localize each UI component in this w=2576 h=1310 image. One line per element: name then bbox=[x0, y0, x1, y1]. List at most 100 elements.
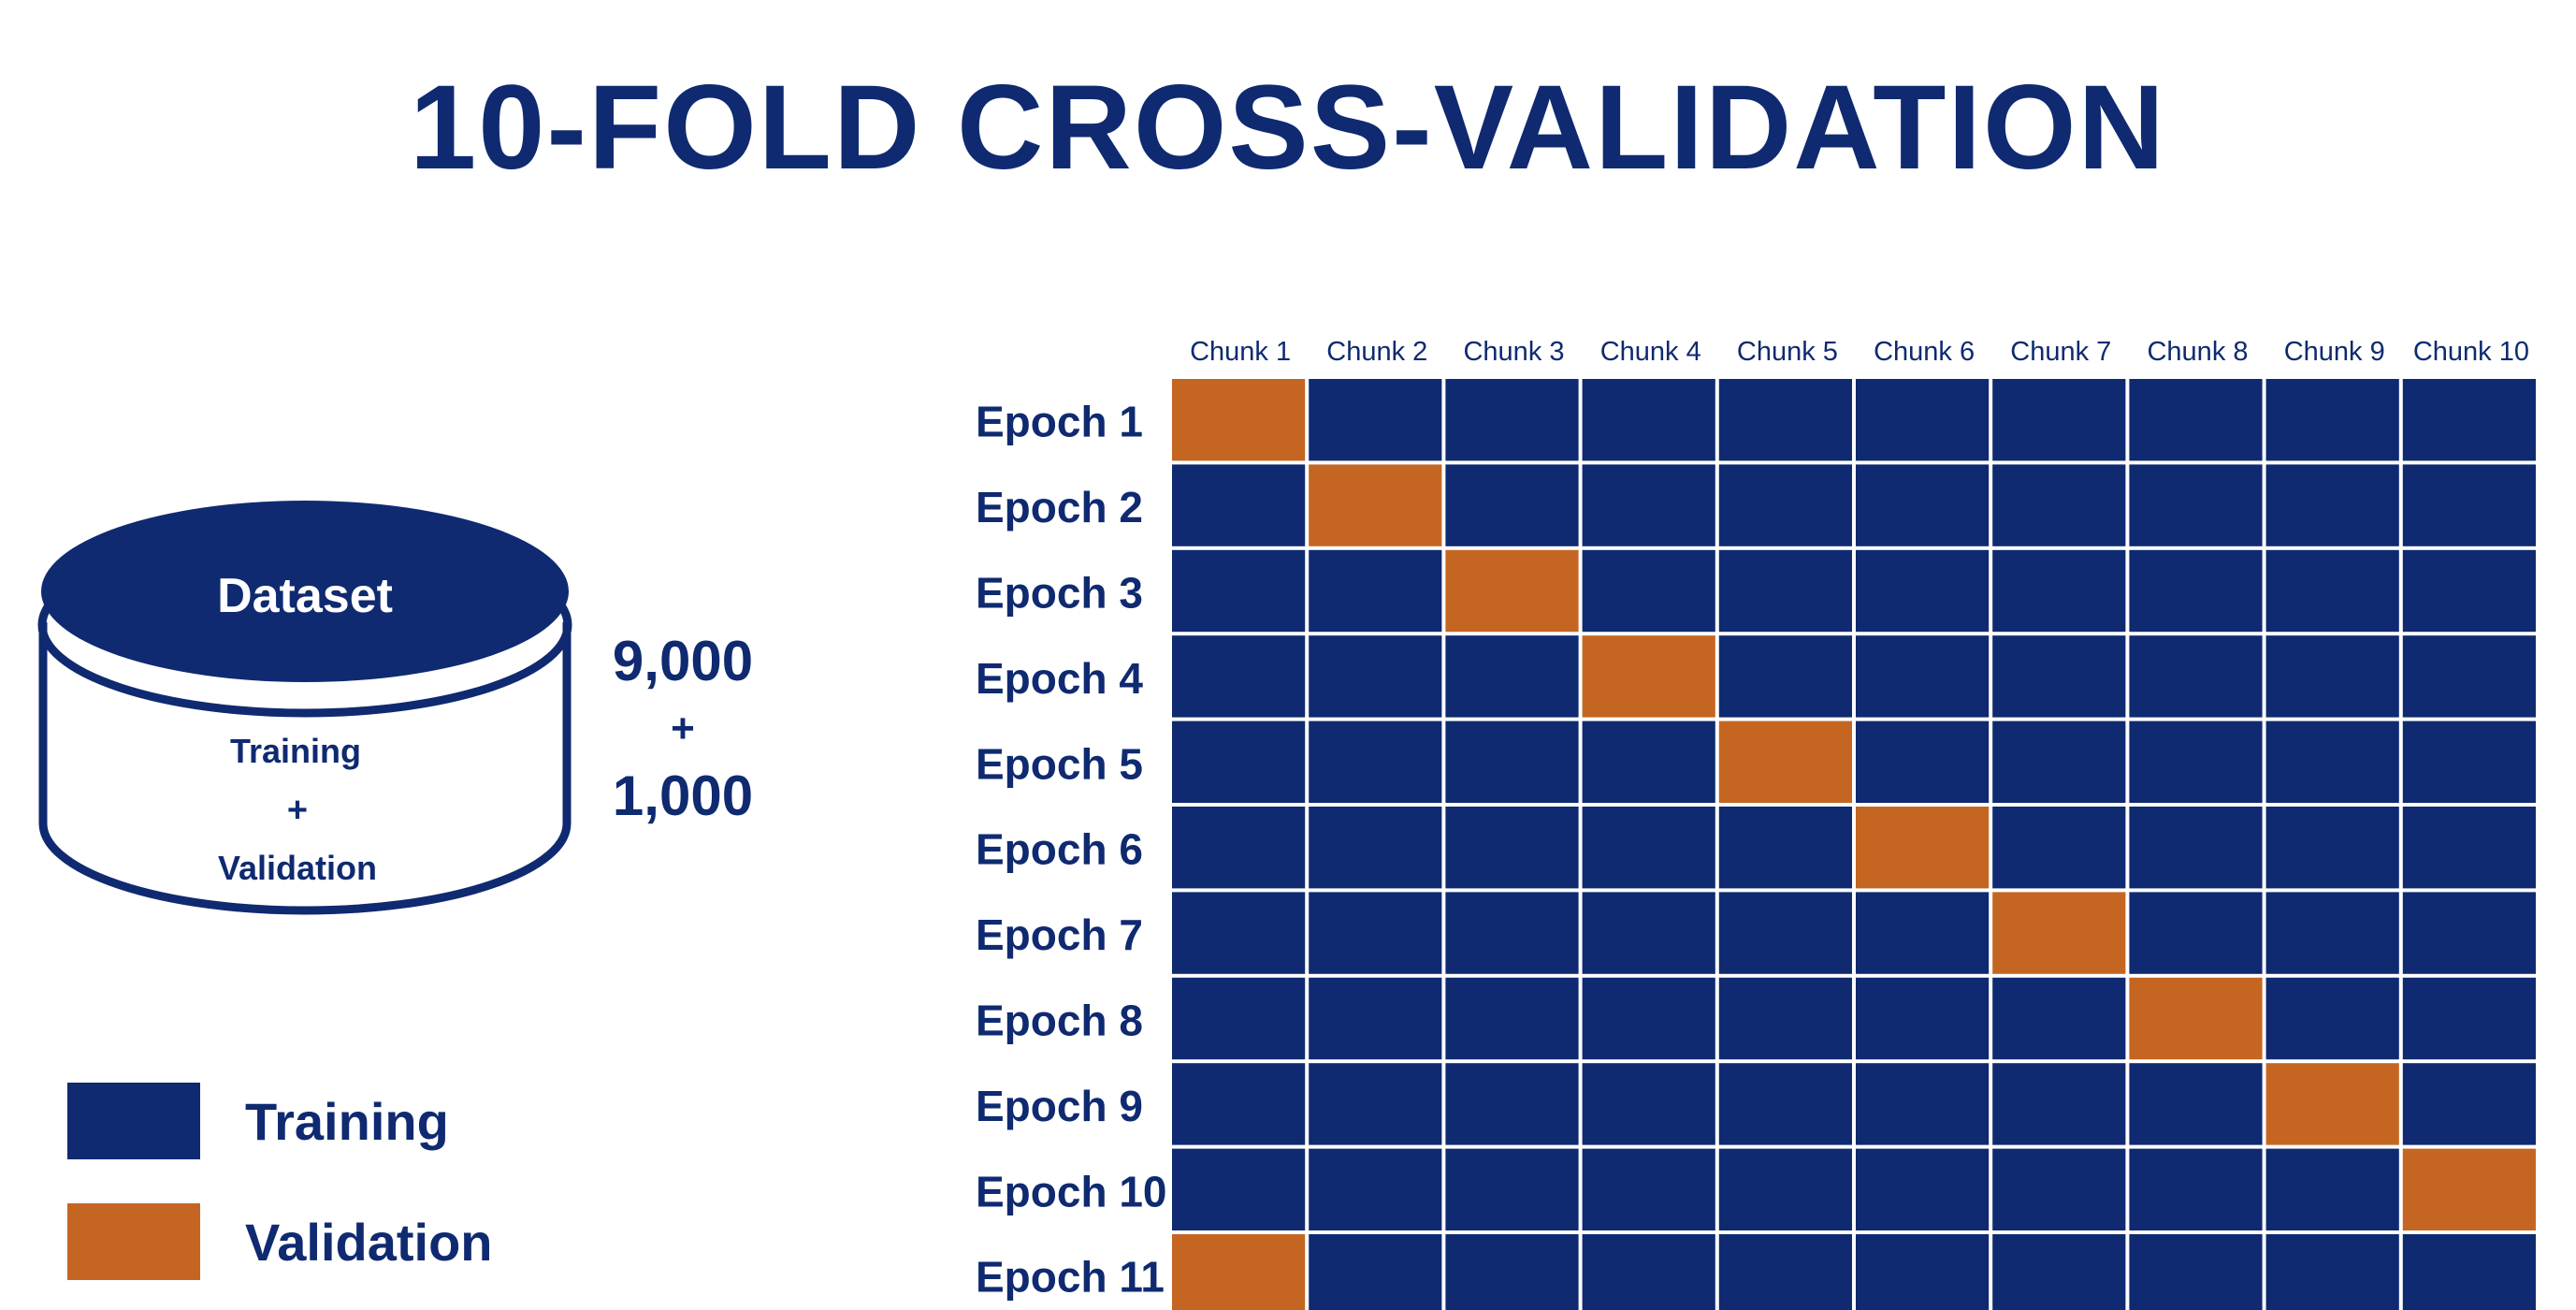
legend-training-label: Training bbox=[245, 1091, 449, 1151]
epoch-label-1: Epoch 1 bbox=[976, 398, 1143, 446]
sample-counts: 9,000 + 1,000 bbox=[589, 627, 776, 831]
training-cell-e2-c1 bbox=[1172, 464, 1306, 546]
training-cell-e11-c5 bbox=[1718, 1234, 1852, 1310]
training-cell-e6-c8 bbox=[2129, 807, 2263, 889]
training-cell-e10-c7 bbox=[1992, 1148, 2126, 1230]
training-cell-e5-c3 bbox=[1445, 720, 1579, 803]
training-cell-e1-c9 bbox=[2265, 379, 2399, 461]
training-cell-e10-c3 bbox=[1445, 1148, 1579, 1230]
training-count: 9,000 bbox=[612, 630, 754, 692]
training-cell-e9-c4 bbox=[1582, 1063, 1715, 1145]
training-cell-e3-c6 bbox=[1856, 549, 1990, 633]
chunk-header-9: Chunk 9 bbox=[2284, 337, 2385, 367]
training-cell-e9-c7 bbox=[1992, 1063, 2126, 1145]
training-cell-e2-c4 bbox=[1582, 464, 1715, 546]
legend-training-swatch bbox=[67, 1083, 200, 1159]
training-cell-e9-c5 bbox=[1718, 1063, 1852, 1145]
training-cell-e3-c7 bbox=[1992, 549, 2126, 633]
training-cell-e7-c1 bbox=[1172, 892, 1306, 974]
training-cell-e6-c2 bbox=[1309, 807, 1442, 889]
training-cell-e7-c9 bbox=[2265, 892, 2399, 974]
training-cell-e10-c8 bbox=[2129, 1148, 2263, 1230]
epoch-label-6: Epoch 6 bbox=[976, 825, 1143, 874]
training-cell-e1-c7 bbox=[1992, 379, 2126, 461]
validation-cell-e11-c1 bbox=[1172, 1234, 1306, 1310]
fold-grid bbox=[1172, 379, 2536, 1310]
epoch-label-7: Epoch 7 bbox=[976, 910, 1143, 959]
training-cell-e2-c10 bbox=[2402, 464, 2536, 546]
legend-validation: Validation bbox=[67, 1203, 493, 1280]
validation-count: 1,000 bbox=[612, 764, 754, 827]
chunk-header-7: Chunk 7 bbox=[2010, 337, 2111, 367]
training-cell-e2-c5 bbox=[1718, 464, 1852, 546]
training-cell-e11-c4 bbox=[1582, 1234, 1715, 1310]
training-cell-e5-c2 bbox=[1309, 720, 1442, 803]
validation-cell-e4-c4 bbox=[1582, 635, 1715, 718]
chunk-header-row: Chunk 1 Chunk 2 Chunk 3 Chunk 4 Chunk 5 Chunk… bbox=[1190, 337, 2529, 367]
training-cell-e4-c6 bbox=[1856, 635, 1990, 718]
training-cell-e5-c7 bbox=[1992, 720, 2126, 803]
training-cell-e11-c3 bbox=[1445, 1234, 1579, 1310]
training-cell-e4-c2 bbox=[1309, 635, 1442, 718]
chunk-header-5: Chunk 5 bbox=[1737, 337, 1838, 367]
training-cell-e10-c4 bbox=[1582, 1148, 1715, 1230]
training-cell-e3-c2 bbox=[1309, 549, 1442, 633]
training-cell-e10-c1 bbox=[1172, 1148, 1306, 1230]
legend-validation-label: Validation bbox=[245, 1212, 493, 1272]
training-cell-e8-c9 bbox=[2265, 977, 2399, 1060]
training-cell-e8-c10 bbox=[2402, 977, 2536, 1060]
training-cell-e5-c10 bbox=[2402, 720, 2536, 803]
training-cell-e2-c8 bbox=[2129, 464, 2263, 546]
chunk-header-8: Chunk 8 bbox=[2147, 337, 2248, 367]
training-cell-e4-c7 bbox=[1992, 635, 2126, 718]
page-title: 10-FOLD CROSS-VALIDATION bbox=[410, 61, 2166, 195]
epoch-label-10: Epoch 10 bbox=[976, 1167, 1167, 1215]
epoch-label-3: Epoch 3 bbox=[976, 569, 1143, 618]
training-cell-e7-c3 bbox=[1445, 892, 1579, 974]
training-cell-e6-c5 bbox=[1718, 807, 1852, 889]
training-cell-e7-c6 bbox=[1856, 892, 1990, 974]
training-cell-e9-c1 bbox=[1172, 1063, 1306, 1145]
training-cell-e7-c2 bbox=[1309, 892, 1442, 974]
training-cell-e1-c4 bbox=[1582, 379, 1715, 461]
chunk-header-6: Chunk 6 bbox=[1874, 337, 1975, 367]
cylinder-body bbox=[38, 622, 572, 915]
training-cell-e6-c4 bbox=[1582, 807, 1715, 889]
dataset-validation-label: Validation bbox=[218, 849, 377, 887]
training-cell-e6-c9 bbox=[2265, 807, 2399, 889]
chunk-header-1: Chunk 1 bbox=[1190, 337, 1291, 367]
training-cell-e2-c6 bbox=[1856, 464, 1990, 546]
training-cell-e11-c10 bbox=[2402, 1234, 2536, 1310]
training-cell-e5-c9 bbox=[2265, 720, 2399, 803]
training-cell-e7-c10 bbox=[2402, 892, 2536, 974]
training-cell-e10-c5 bbox=[1718, 1148, 1852, 1230]
training-cell-e11-c9 bbox=[2265, 1234, 2399, 1310]
training-cell-e4-c1 bbox=[1172, 635, 1306, 718]
training-cell-e6-c3 bbox=[1445, 807, 1579, 889]
training-cell-e7-c8 bbox=[2129, 892, 2263, 974]
epoch-label-2: Epoch 2 bbox=[976, 483, 1143, 531]
training-cell-e9-c8 bbox=[2129, 1063, 2263, 1145]
dataset-training-label: Training bbox=[230, 732, 361, 770]
training-cell-e7-c5 bbox=[1718, 892, 1852, 974]
training-cell-e2-c3 bbox=[1445, 464, 1579, 546]
validation-cell-e6-c6 bbox=[1856, 807, 1990, 889]
training-cell-e6-c10 bbox=[2402, 807, 2536, 889]
legend-training: Training bbox=[67, 1083, 449, 1159]
chunk-header-4: Chunk 4 bbox=[1600, 337, 1701, 367]
training-cell-e10-c2 bbox=[1309, 1148, 1442, 1230]
validation-cell-e2-c2 bbox=[1309, 464, 1442, 546]
training-cell-e8-c5 bbox=[1718, 977, 1852, 1060]
training-cell-e11-c2 bbox=[1309, 1234, 1442, 1310]
training-cell-e2-c7 bbox=[1992, 464, 2126, 546]
training-cell-e6-c7 bbox=[1992, 807, 2126, 889]
training-cell-e8-c2 bbox=[1309, 977, 1442, 1060]
training-cell-e9-c2 bbox=[1309, 1063, 1442, 1145]
chunk-header-10: Chunk 10 bbox=[2413, 337, 2529, 367]
training-cell-e6-c1 bbox=[1172, 807, 1306, 889]
training-cell-e8-c4 bbox=[1582, 977, 1715, 1060]
training-cell-e10-c9 bbox=[2265, 1148, 2399, 1230]
training-cell-e9-c3 bbox=[1445, 1063, 1579, 1145]
epoch-label-4: Epoch 4 bbox=[976, 654, 1143, 703]
